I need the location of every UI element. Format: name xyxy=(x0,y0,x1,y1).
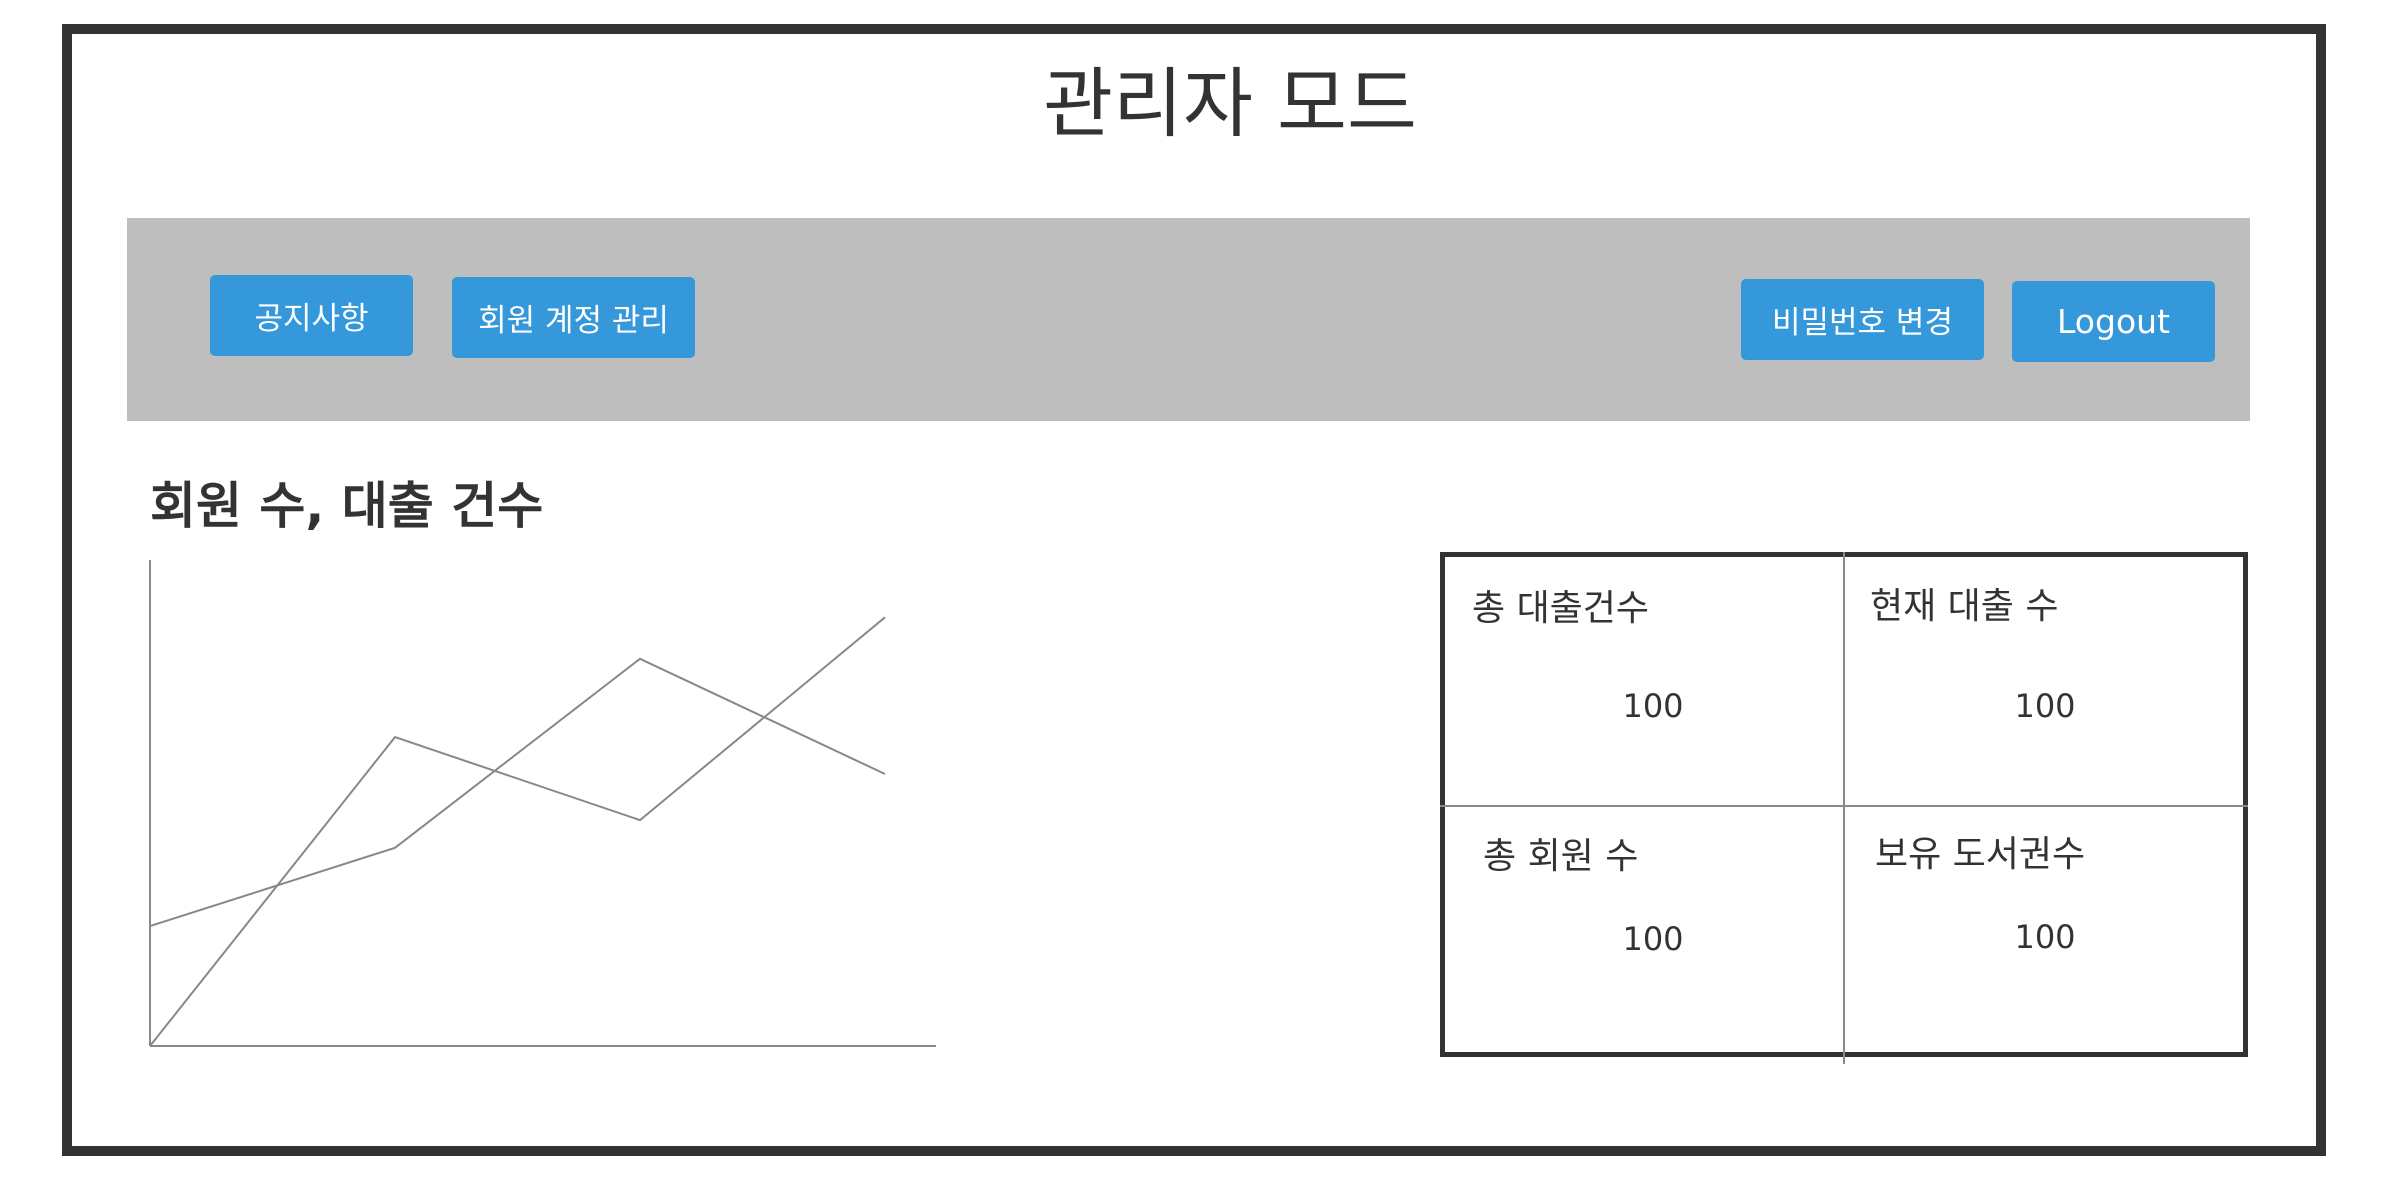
notice-button[interactable]: 공지사항 xyxy=(210,275,413,356)
chart-title: 회원 수, 대출 건수 xyxy=(150,477,544,535)
line-chart xyxy=(149,560,936,1047)
admin-frame xyxy=(62,24,2326,1156)
account-management-button[interactable]: 회원 계정 관리 xyxy=(452,277,695,358)
stats-divider-vertical xyxy=(1843,552,1845,1064)
series-line-1 xyxy=(149,657,886,928)
change-password-button[interactable]: 비밀번호 변경 xyxy=(1741,279,1984,360)
stat-value: 100 xyxy=(2014,918,2076,956)
page-title: 관리자 모드 xyxy=(1043,59,1417,148)
stat-value: 100 xyxy=(1622,687,1684,725)
stat-value: 100 xyxy=(1622,920,1684,958)
stat-label: 보유 도서권수 xyxy=(1875,834,2086,875)
stat-value: 100 xyxy=(2014,687,2076,725)
logout-button[interactable]: Logout xyxy=(2012,281,2215,362)
stat-cell-owned-books: 보유 도서권수 100 xyxy=(1845,807,2243,1055)
stat-label: 총 대출건수 xyxy=(1472,588,1650,629)
stat-label: 현재 대출 수 xyxy=(1870,586,2059,627)
stat-label: 총 회원 수 xyxy=(1483,836,1639,877)
stats-divider-horizontal xyxy=(1440,805,2248,807)
stat-cell-current-loans: 현재 대출 수 100 xyxy=(1845,557,2243,805)
series-line-2 xyxy=(149,616,886,1047)
stats-table: 총 대출건수 100 현재 대출 수 100 총 회원 수 100 보유 도서권… xyxy=(1440,552,2248,1064)
stat-cell-total-loans: 총 대출건수 100 xyxy=(1445,557,1843,805)
stat-cell-total-members: 총 회원 수 100 xyxy=(1445,807,1843,1055)
